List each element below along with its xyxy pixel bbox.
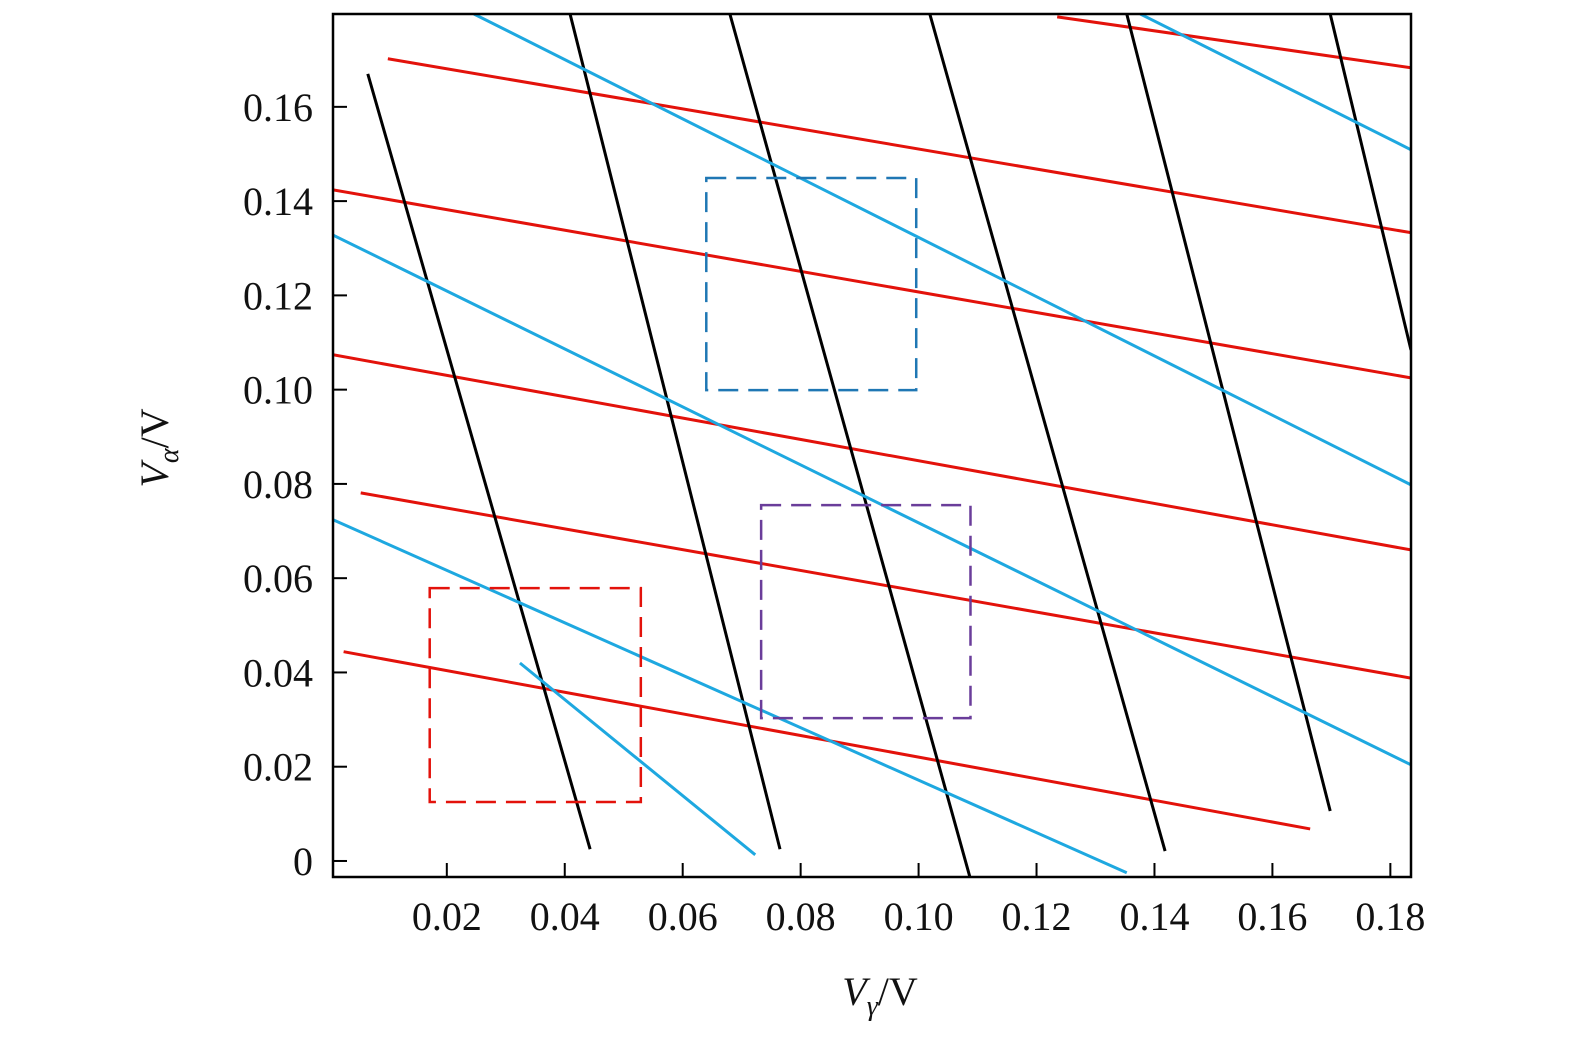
x-label-unit: /V (878, 969, 918, 1014)
y-tick-label: 0.14 (243, 179, 313, 224)
line-series (333, 15, 1411, 831)
y-tick-label: 0.12 (243, 273, 313, 318)
x-tick-label: 0.14 (1119, 894, 1189, 939)
dashed-box (428, 586, 643, 804)
x-label-subscript: γ (867, 991, 879, 1022)
y-tick-label: 0.10 (243, 368, 313, 413)
x-tick-label: 0.08 (766, 894, 836, 939)
dashed-box (759, 503, 972, 720)
x-tick-label: 0.06 (648, 894, 718, 939)
line-series (333, 14, 1411, 875)
y-tick-label: 0.06 (243, 556, 313, 601)
x-axis-label: Vγ/V (842, 969, 918, 1022)
y-label-subscript: α (154, 447, 185, 463)
x-tick-label: 0.12 (1002, 894, 1072, 939)
y-tick-label: 0.04 (243, 650, 313, 695)
x-tick-label: 0.02 (412, 894, 482, 939)
y-tick-label: 0.02 (243, 745, 313, 790)
x-tick-label: 0.10 (884, 894, 954, 939)
y-tick-label: 0.08 (243, 462, 313, 507)
y-tick-label: 0.16 (243, 85, 313, 130)
plot-frame (331, 12, 1413, 879)
line-series (366, 14, 1411, 877)
x-tick-label: 0.04 (530, 894, 600, 939)
y-tick-label: 0 (293, 839, 313, 884)
x-label-symbol: V (842, 969, 871, 1014)
x-tick-label: 0.18 (1355, 894, 1425, 939)
y-label-symbol: V (132, 459, 177, 488)
dashed-box (705, 176, 918, 392)
y-axis-label: Vα/V (132, 408, 185, 487)
y-label-unit: /V (132, 408, 177, 448)
x-tick-label: 0.16 (1237, 894, 1307, 939)
